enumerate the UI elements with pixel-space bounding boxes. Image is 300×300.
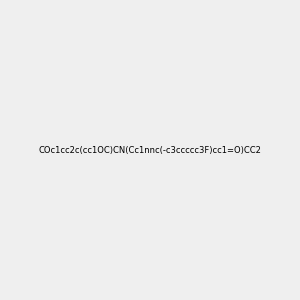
Text: COc1cc2c(cc1OC)CN(Cc1nnc(-c3ccccc3F)cc1=O)CC2: COc1cc2c(cc1OC)CN(Cc1nnc(-c3ccccc3F)cc1=… bbox=[39, 146, 261, 154]
